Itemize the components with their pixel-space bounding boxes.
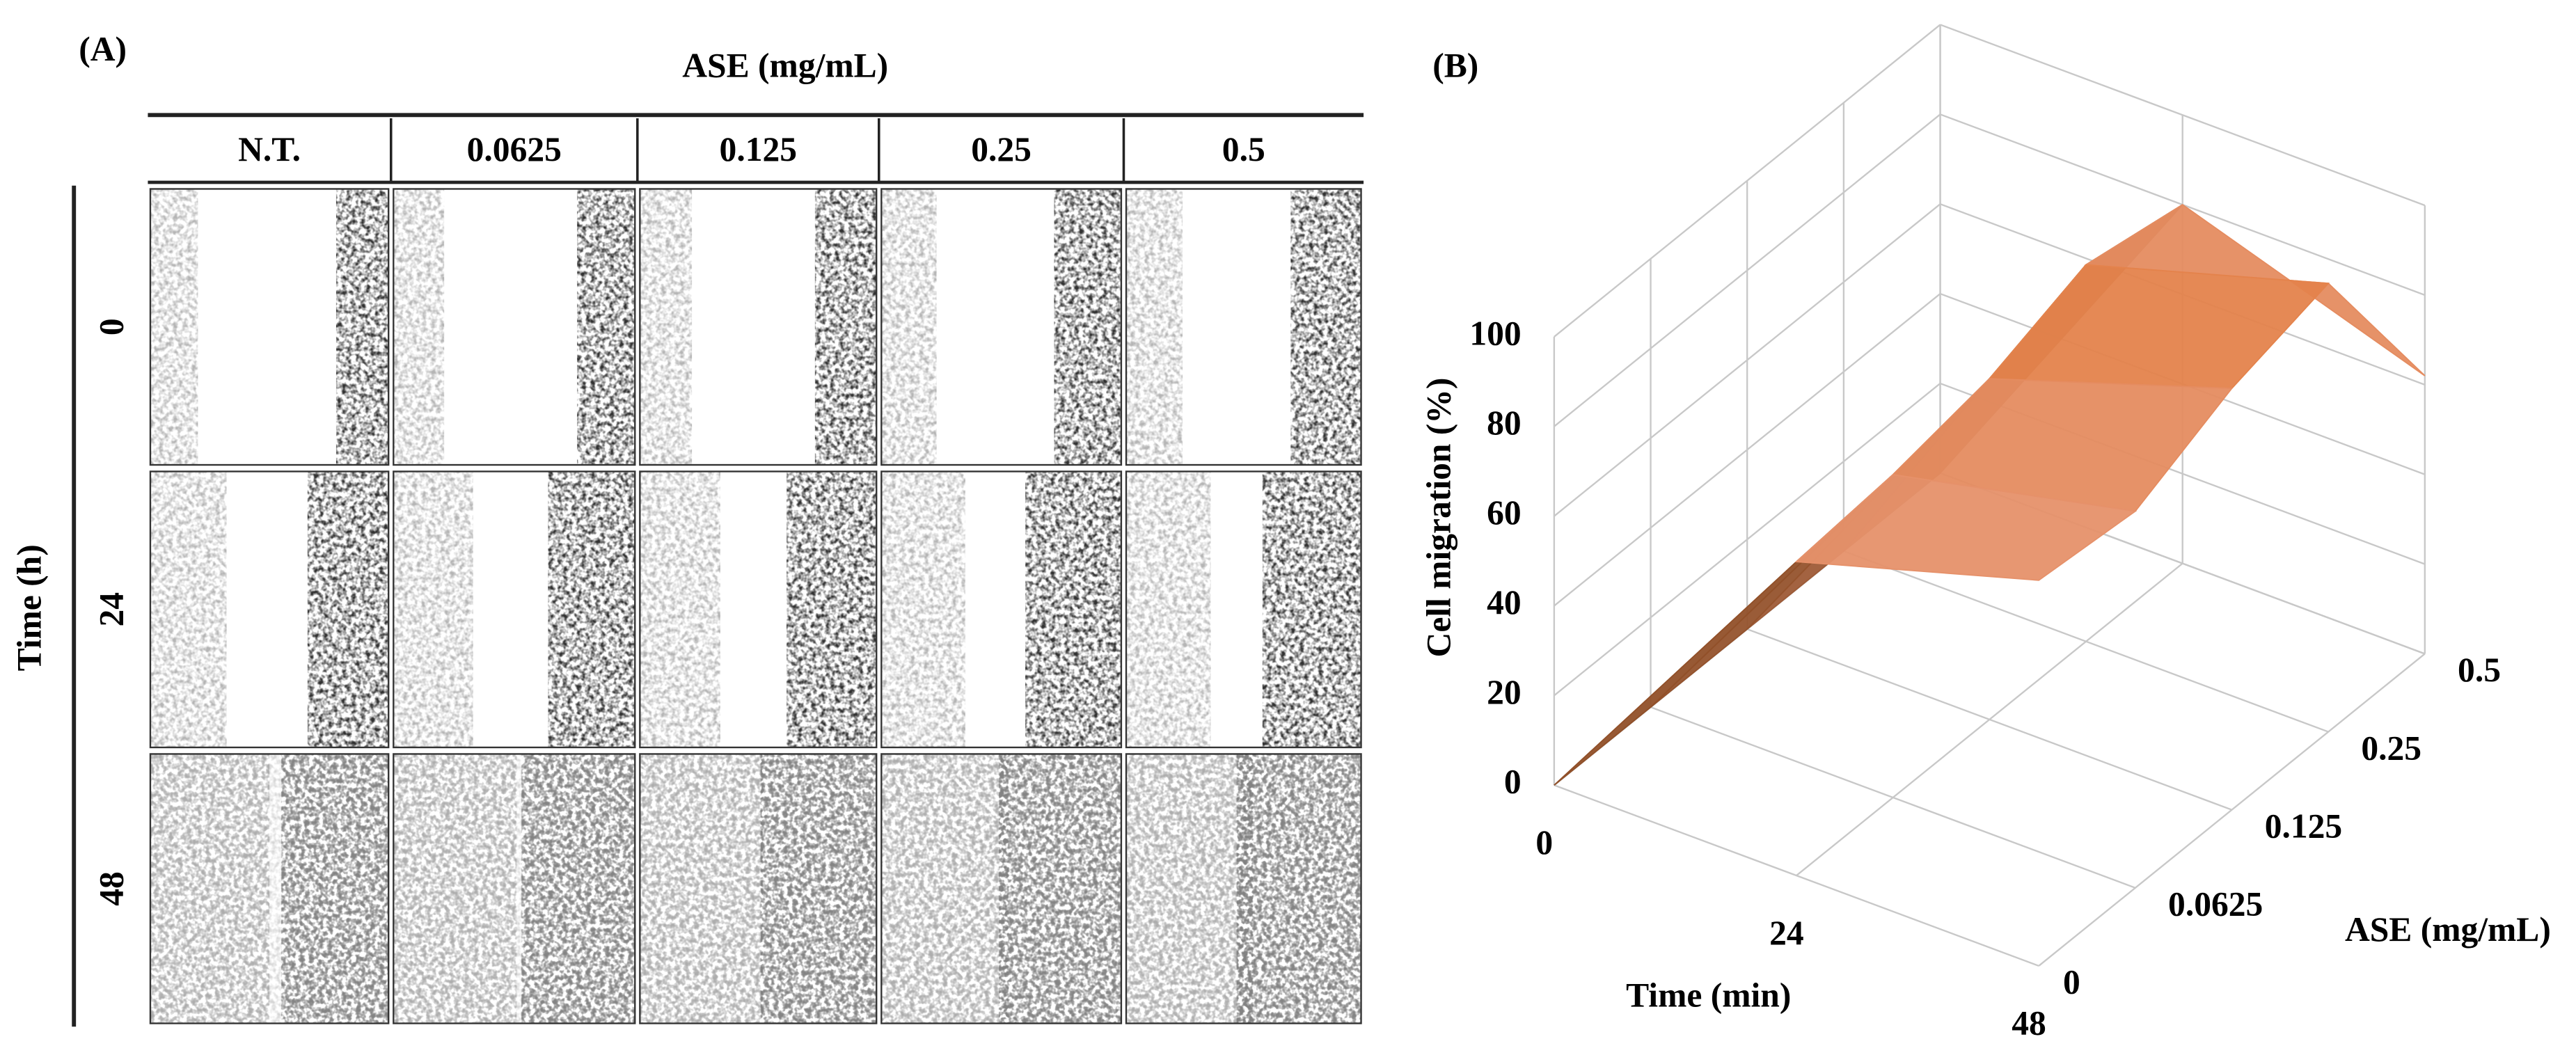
image-frame: [393, 753, 636, 1024]
image-frame: [1125, 470, 1362, 749]
column-label: 0.5: [1222, 130, 1265, 168]
cell-layer: [881, 754, 1121, 1024]
panel-a: (A) ASE (mg/mL) Time (h) N.T. 0.0625 0.125…: [10, 30, 1364, 1027]
column-label: 0.125: [720, 130, 797, 168]
row-title: Time (h): [10, 544, 49, 671]
cell-layer: [881, 189, 937, 466]
cell-layer: [393, 471, 473, 747]
image-frame: [149, 188, 390, 466]
x-axis-title: Time (min): [1626, 976, 1791, 1015]
micrograph: [1125, 470, 1362, 749]
y-axis-title: ASE (mg/mL): [2345, 910, 2551, 949]
column-label: 0.25: [971, 130, 1032, 168]
panel-label: (B): [1432, 47, 1478, 85]
surface-patch: [1988, 264, 2330, 389]
micrograph: [880, 188, 1123, 466]
cell-layer: [1025, 471, 1121, 747]
micrograph: [639, 470, 878, 749]
cell-layer: [307, 471, 389, 747]
y-tick-label: 0.5: [2458, 651, 2501, 689]
image-frame: [639, 188, 878, 466]
x-tick-label: 48: [2012, 1004, 2046, 1039]
micrograph: [880, 470, 1123, 749]
z-tick-label: 100: [1469, 314, 1521, 352]
cell-layer: [1126, 189, 1183, 466]
surface-patch: [1794, 474, 2138, 581]
cell-layer: [640, 189, 693, 466]
cell-layer: [150, 754, 389, 1024]
cell-layer: [787, 471, 877, 747]
cell-layer: [1290, 189, 1361, 466]
cell-layer: [393, 189, 445, 466]
y-tick-label: 0.125: [2265, 807, 2342, 845]
cell-layer: [640, 471, 720, 747]
cell-layer: [1262, 471, 1361, 747]
image-frame: [393, 470, 636, 749]
y-tick-label: 0.0625: [2168, 885, 2263, 923]
image-frame: [639, 470, 878, 749]
panel-b: (B) Cell migration (%) Time (min) ASE (m…: [1420, 24, 2551, 1039]
micrograph: [1125, 753, 1362, 1024]
cell-layer: [1126, 754, 1361, 1024]
image-frame: [1125, 753, 1362, 1024]
column-title: ASE (mg/mL): [682, 47, 888, 85]
row-label: 48: [93, 871, 131, 906]
z-tick-label: 20: [1487, 673, 1522, 711]
cell-layer: [576, 189, 635, 466]
micrograph: [639, 188, 878, 466]
image-frame: [149, 470, 390, 749]
x-tick-label: 0: [1535, 823, 1553, 862]
y-tick-label: 0: [2063, 963, 2080, 1001]
micrograph: [149, 753, 390, 1024]
cell-layer: [150, 471, 227, 747]
row-label: 0: [93, 318, 131, 335]
image-frame: [880, 188, 1123, 466]
cell-layer: [881, 471, 965, 747]
image-frame: [639, 753, 878, 1024]
cell-layer: [335, 189, 389, 466]
micrograph: [393, 188, 636, 466]
micrograph: [149, 188, 390, 466]
z-tick-label: 80: [1487, 404, 1522, 442]
micrograph: [1125, 188, 1362, 466]
z-axis-title: Cell migration (%): [1420, 378, 1458, 658]
image-frame: [393, 188, 636, 466]
z-tick-label: 40: [1487, 583, 1522, 621]
cell-layer: [1054, 189, 1121, 466]
cell-layer: [640, 754, 877, 1024]
x-tick-label: 24: [1769, 914, 1804, 952]
micrograph: [149, 470, 390, 749]
cell-layer: [1126, 471, 1211, 747]
image-frame: [880, 470, 1123, 749]
image-frame: [1125, 188, 1362, 466]
row-label: 24: [93, 592, 131, 627]
cell-layer: [548, 471, 635, 747]
z-tick-label: 60: [1487, 493, 1522, 532]
cell-layer: [814, 189, 877, 466]
micrograph: [393, 470, 636, 749]
column-label: 0.0625: [467, 130, 562, 168]
cell-layer: [393, 754, 635, 1024]
micrograph: [393, 753, 636, 1024]
y-tick-label: 0.25: [2361, 729, 2421, 767]
micrograph: [880, 753, 1123, 1024]
panel-label: (A): [79, 30, 127, 68]
column-label: N.T.: [238, 130, 301, 168]
image-frame: [149, 753, 390, 1024]
image-frame: [880, 753, 1123, 1024]
grid-line: [1796, 562, 2183, 877]
grid-line: [2038, 653, 2426, 967]
z-tick-label: 0: [1504, 763, 1522, 801]
cell-layer: [150, 189, 198, 466]
micrograph: [639, 753, 878, 1024]
